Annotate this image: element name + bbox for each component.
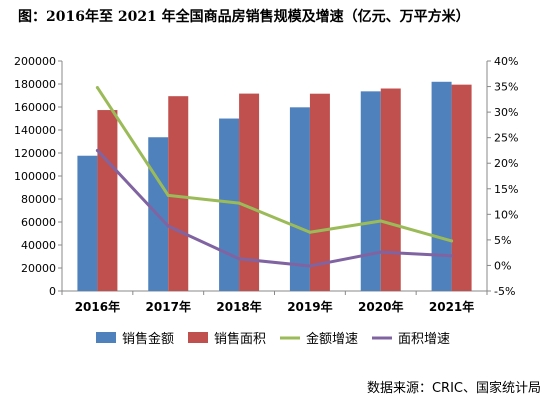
left-tick-label: 100000 bbox=[14, 170, 56, 183]
chart-bars bbox=[77, 81, 472, 292]
point-金额增速 bbox=[95, 86, 99, 90]
legend-label: 面积增速 bbox=[398, 332, 450, 347]
chart-ticks: 0 20000 40000 60000 80000 100000 120000 140000 1… bbox=[14, 55, 518, 314]
left-tick-label: 160000 bbox=[14, 101, 56, 114]
right-tick-label: 35% bbox=[494, 81, 518, 94]
chart-lines bbox=[95, 86, 454, 268]
bar-销售面积 bbox=[168, 96, 189, 291]
x-tick-label: 2016年 bbox=[75, 299, 120, 314]
point-面积增速 bbox=[237, 257, 241, 261]
point-金额增速 bbox=[379, 219, 383, 223]
right-tick-label: 5% bbox=[494, 234, 511, 247]
legend-swatch bbox=[96, 332, 116, 343]
point-面积增速 bbox=[379, 250, 383, 254]
line-金额增速 bbox=[95, 86, 454, 243]
bar-销售金额 bbox=[77, 155, 98, 291]
legend-label: 销售面积 bbox=[214, 331, 266, 347]
point-金额增速 bbox=[308, 230, 312, 234]
x-tick-label: 2020年 bbox=[358, 299, 403, 314]
chart-title: 图：2016年至 2021 年全国商品房销售规模及增速（亿元、万平方米） bbox=[18, 9, 470, 25]
right-tick-label: -5% bbox=[494, 285, 515, 298]
bar-销售面积 bbox=[97, 110, 118, 292]
left-tick-label: 20000 bbox=[21, 262, 56, 275]
bar-销售面积 bbox=[380, 88, 401, 291]
line-面积增速 bbox=[95, 148, 454, 268]
chart-legend: 销售金额 销售面积 金额增速 面积增速 bbox=[96, 331, 450, 347]
bar-销售面积 bbox=[239, 93, 260, 291]
bar-销售金额 bbox=[219, 118, 240, 291]
bar-销售金额 bbox=[360, 91, 381, 291]
chart-axes bbox=[61, 61, 488, 292]
right-tick-label: 0% bbox=[494, 259, 511, 272]
point-金额增速 bbox=[166, 193, 170, 197]
right-tick-label: 20% bbox=[494, 157, 518, 170]
point-面积增速 bbox=[450, 254, 454, 258]
right-tick-label: 15% bbox=[494, 183, 518, 196]
bar-销售面积 bbox=[451, 84, 472, 292]
legend-swatch bbox=[188, 332, 208, 343]
left-tick-label: 180000 bbox=[14, 78, 56, 91]
point-面积增速 bbox=[166, 224, 170, 228]
right-tick-label: 30% bbox=[494, 106, 518, 119]
point-面积增速 bbox=[308, 264, 312, 268]
bar-销售面积 bbox=[309, 93, 330, 291]
bar-销售金额 bbox=[431, 81, 452, 291]
left-tick-label: 80000 bbox=[21, 193, 56, 206]
bar-销售金额 bbox=[289, 107, 310, 291]
point-金额增速 bbox=[237, 201, 241, 205]
legend-label: 销售金额 bbox=[122, 331, 174, 347]
x-tick-label: 2018年 bbox=[216, 299, 261, 314]
point-面积增速 bbox=[95, 148, 99, 152]
x-tick-label: 2019年 bbox=[287, 299, 332, 314]
x-tick-label: 2017年 bbox=[146, 299, 191, 314]
x-tick-label: 2021年 bbox=[429, 299, 474, 314]
legend-label: 金额增速 bbox=[306, 331, 358, 347]
left-tick-label: 200000 bbox=[14, 55, 56, 68]
left-tick-label: 140000 bbox=[14, 124, 56, 137]
left-tick-label: 40000 bbox=[21, 239, 56, 252]
right-tick-label: 40% bbox=[494, 55, 518, 68]
point-金额增速 bbox=[450, 239, 454, 243]
left-tick-label: 120000 bbox=[14, 147, 56, 160]
left-tick-label: 60000 bbox=[21, 216, 56, 229]
left-tick-label: 0 bbox=[49, 285, 56, 298]
right-tick-label: 10% bbox=[494, 208, 518, 221]
source-note: 数据来源：CRIC、国家统计局 bbox=[366, 381, 541, 396]
right-tick-label: 25% bbox=[494, 132, 518, 145]
